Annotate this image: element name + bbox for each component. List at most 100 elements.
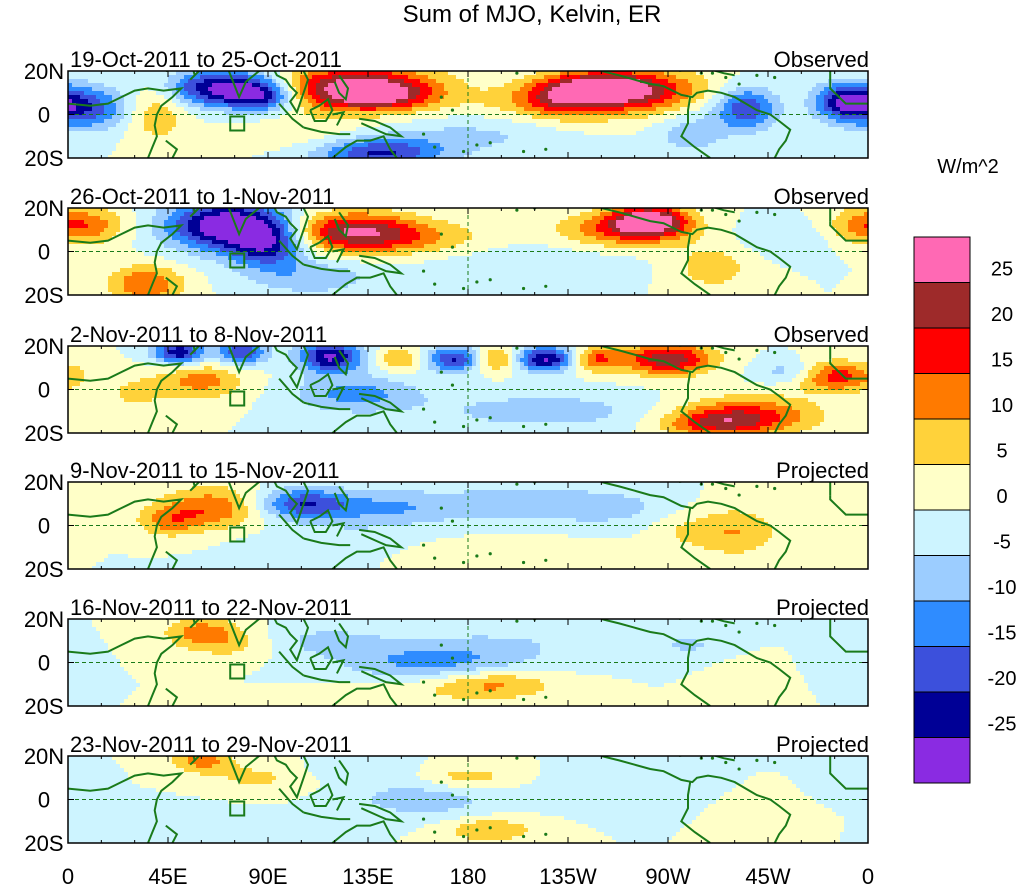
- field-cell: [444, 127, 449, 132]
- field-cell: [668, 208, 673, 213]
- field-cell: [552, 103, 557, 108]
- field-cell: [448, 83, 453, 88]
- field-cell: [476, 83, 481, 88]
- field-cell: [664, 75, 669, 80]
- field-cell: [436, 155, 441, 158]
- field-cell: [264, 91, 269, 96]
- field-cell: [784, 79, 789, 84]
- field-cell: [108, 123, 113, 128]
- field-cell: [708, 135, 713, 140]
- field-cell: [80, 75, 85, 80]
- field-cell: [260, 87, 265, 92]
- field-cell: [104, 83, 109, 88]
- field-cell: [268, 155, 273, 158]
- field-cell: [168, 147, 173, 152]
- field-cell: [704, 151, 709, 156]
- field-cell: [88, 127, 93, 132]
- field-cell: [788, 83, 793, 88]
- field-cell: [380, 123, 385, 128]
- field-cell: [680, 143, 685, 148]
- field-cell: [548, 208, 553, 213]
- field-cell: [604, 208, 609, 213]
- field-cell: [792, 95, 797, 100]
- field-cell: [168, 212, 173, 217]
- field-cell: [248, 216, 253, 221]
- field-cell: [524, 119, 529, 124]
- field-cell: [764, 123, 769, 128]
- field-cell: [312, 107, 317, 112]
- field-cell: [636, 212, 641, 217]
- field-cell: [516, 212, 521, 217]
- field-cell: [692, 143, 697, 148]
- field-cell: [740, 208, 745, 213]
- field-cell: [428, 131, 433, 136]
- field-cell: [824, 208, 829, 213]
- field-cell: [656, 119, 661, 124]
- field-cell: [848, 147, 853, 152]
- field-cell: [348, 115, 353, 120]
- field-cell: [564, 119, 569, 124]
- field-cell: [236, 131, 241, 136]
- field-cell: [516, 75, 521, 80]
- field-cell: [684, 151, 689, 156]
- field-cell: [628, 79, 633, 84]
- field-cell: [232, 123, 237, 128]
- field-cell: [416, 95, 421, 100]
- field-cell: [328, 87, 333, 92]
- field-cell: [184, 91, 189, 96]
- field-cell: [312, 208, 317, 213]
- field-cell: [240, 75, 245, 80]
- field-cell: [764, 75, 769, 80]
- field-cell: [848, 115, 853, 120]
- field-cell: [532, 131, 537, 136]
- field-cell: [536, 135, 541, 140]
- field-cell: [504, 139, 509, 144]
- field-cell: [268, 75, 273, 80]
- field-cell: [548, 71, 553, 76]
- field-cell: [612, 127, 617, 132]
- field-cell: [728, 135, 733, 140]
- field-cell: [480, 103, 485, 108]
- field-cell: [740, 135, 745, 140]
- field-cell: [668, 103, 673, 108]
- field-cell: [80, 151, 85, 156]
- field-cell: [620, 155, 625, 158]
- field-cell: [596, 79, 601, 84]
- field-cell: [256, 87, 261, 92]
- field-cell: [140, 123, 145, 128]
- field-cell: [252, 147, 257, 152]
- field-cell: [708, 127, 713, 132]
- field-cell: [404, 99, 409, 104]
- field-cell: [652, 212, 657, 217]
- field-cell: [680, 111, 685, 116]
- field-cell: [372, 103, 377, 108]
- field-cell: [588, 107, 593, 112]
- field-cell: [400, 143, 405, 148]
- field-cell: [568, 147, 573, 152]
- field-cell: [184, 79, 189, 84]
- field-cell: [184, 135, 189, 140]
- field-cell: [760, 95, 765, 100]
- field-cell: [572, 91, 577, 96]
- field-cell: [820, 103, 825, 108]
- field-cell: [768, 95, 773, 100]
- field-cell: [460, 95, 465, 100]
- field-cell: [528, 107, 533, 112]
- field-cell: [232, 103, 237, 108]
- field-cell: [656, 107, 661, 112]
- field-cell: [484, 212, 489, 217]
- field-cell: [352, 131, 357, 136]
- field-cell: [740, 127, 745, 132]
- field-cell: [384, 91, 389, 96]
- field-cell: [848, 127, 853, 132]
- field-cell: [448, 79, 453, 84]
- field-cell: [356, 212, 361, 217]
- field-cell: [740, 212, 745, 217]
- field-cell: [468, 135, 473, 140]
- field-cell: [832, 83, 837, 88]
- field-cell: [376, 147, 381, 152]
- field-cell: [608, 123, 613, 128]
- field-cell: [692, 99, 697, 104]
- field-cell: [260, 216, 265, 221]
- field-cell: [436, 147, 441, 152]
